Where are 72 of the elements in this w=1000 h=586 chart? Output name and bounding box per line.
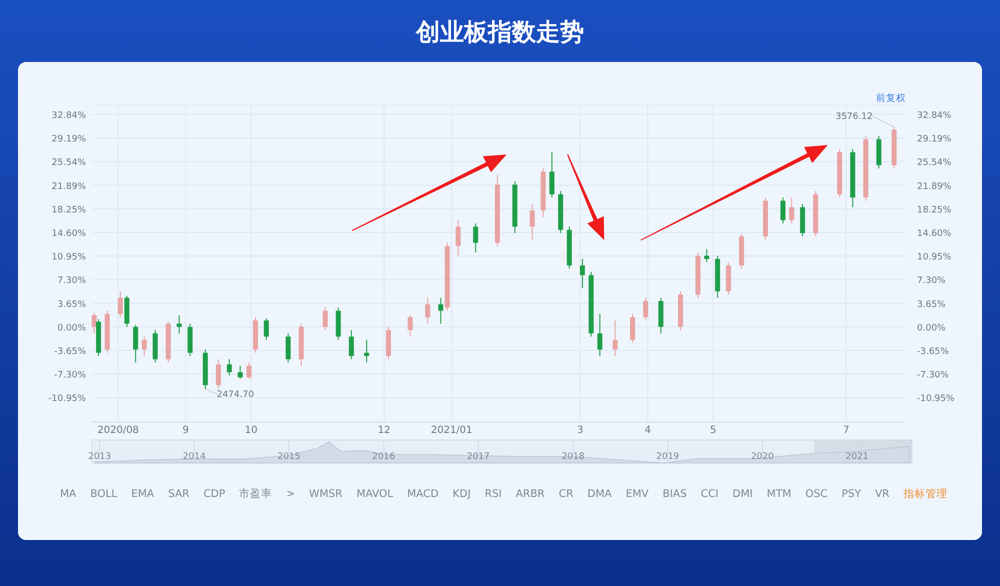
y2-tick-label: 14.60% — [917, 228, 952, 239]
y2-tick-label: 32.84% — [917, 110, 952, 121]
text: RSI — [484, 488, 502, 500]
y-tick-label: 0.00% — [57, 323, 86, 334]
y2-tick-label: 7.30% — [917, 276, 946, 286]
text: > — [286, 488, 296, 500]
x-tick-label: 5 — [710, 425, 716, 436]
x-tick-label: 2017 — [466, 452, 490, 462]
text: 指标管理 — [902, 488, 948, 500]
text: 市盈率 — [239, 487, 272, 500]
y2-tick-label: 0.00% — [917, 323, 946, 334]
x-tick-label: 2016 — [372, 452, 396, 462]
text: SAR — [168, 488, 190, 500]
y-tick-label: 3.65% — [57, 300, 86, 310]
y2-tick-label: 18.25% — [917, 205, 952, 216]
x-tick-label: 10 — [244, 425, 258, 436]
annotation: 2474.70 — [216, 390, 254, 400]
x-tick-label: 4 — [644, 425, 651, 436]
x-tick-label: 2021/01 — [430, 425, 472, 436]
text: VR — [875, 488, 890, 500]
y2-tick-label: 10.95% — [917, 252, 952, 263]
text: DMA — [587, 488, 613, 500]
y-tick-label: -7.30% — [54, 370, 86, 381]
x-tick-label: 2020 — [750, 452, 774, 462]
y-tick-label: 10.95% — [52, 252, 86, 263]
y2-tick-label: 29.19% — [917, 134, 952, 145]
x-tick-label: 12 — [378, 425, 390, 436]
x-tick-label: 2018 — [562, 452, 585, 462]
text: KDJ — [452, 488, 471, 500]
y-tick-label: 29.19% — [52, 134, 86, 145]
text: MAVOL — [356, 488, 394, 500]
text: 前复权 — [876, 92, 906, 104]
y-tick-label: 32.84% — [52, 110, 86, 121]
y-tick-label: 25.54% — [52, 158, 86, 168]
x-tick-label: 7 — [842, 425, 850, 436]
text: MTM — [766, 488, 792, 500]
y-tick-label: -10.95% — [48, 394, 86, 404]
text: ARBR — [516, 488, 545, 500]
y-tick-label: 7.30% — [57, 276, 86, 286]
annotation: 3576.12 — [835, 112, 873, 122]
y-tick-label: 14.60% — [52, 228, 86, 239]
text: EMV — [626, 488, 650, 500]
text: MA — [60, 488, 78, 500]
y2-tick-label: 25.54% — [917, 158, 952, 168]
x-tick-label: 2013 — [88, 452, 112, 462]
y-tick-label: 18.25% — [52, 205, 86, 216]
x-tick-label: 3 — [577, 425, 584, 436]
text: OSC — [805, 488, 828, 500]
y2-tick-label: 21.89% — [917, 182, 952, 192]
x-tick-label: 2014 — [182, 452, 206, 462]
text: EMA — [131, 488, 155, 500]
x-tick-label: 2020/08 — [97, 425, 139, 436]
y-tick-label: -3.65% — [54, 347, 86, 358]
y2-tick-label: -7.30% — [917, 370, 950, 381]
y2-tick-label: 3.65% — [917, 300, 946, 310]
text: BIAS — [662, 488, 688, 500]
text: CR — [558, 488, 574, 500]
text: PSY — [842, 488, 862, 500]
text: CDP — [203, 488, 226, 500]
y2-tick-label: -10.95% — [917, 394, 956, 404]
text: MACD — [407, 488, 439, 500]
text: WMSR — [309, 488, 342, 500]
y2-tick-label: -3.65% — [917, 347, 950, 358]
text: CCI — [700, 488, 719, 500]
text: DMI — [732, 488, 753, 500]
text: BOLL — [90, 488, 118, 500]
chart-title: 创业板指数走势 — [415, 18, 584, 46]
x-tick-label: 2019 — [656, 452, 680, 462]
y-tick-label: 21.89% — [52, 182, 86, 192]
x-tick-label: 2021 — [846, 452, 869, 462]
x-tick-label: 2015 — [278, 452, 300, 462]
x-tick-label: 9 — [182, 425, 189, 436]
